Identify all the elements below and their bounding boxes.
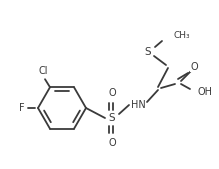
Text: Cl: Cl [38, 66, 48, 76]
Text: O: O [108, 88, 116, 98]
Text: OH: OH [198, 87, 213, 97]
Text: CH₃: CH₃ [174, 30, 191, 40]
Text: HN: HN [131, 100, 145, 110]
Text: F: F [19, 103, 25, 113]
Text: S: S [109, 113, 115, 123]
Text: O: O [190, 62, 198, 72]
Text: S: S [145, 47, 151, 57]
Text: O: O [108, 138, 116, 148]
